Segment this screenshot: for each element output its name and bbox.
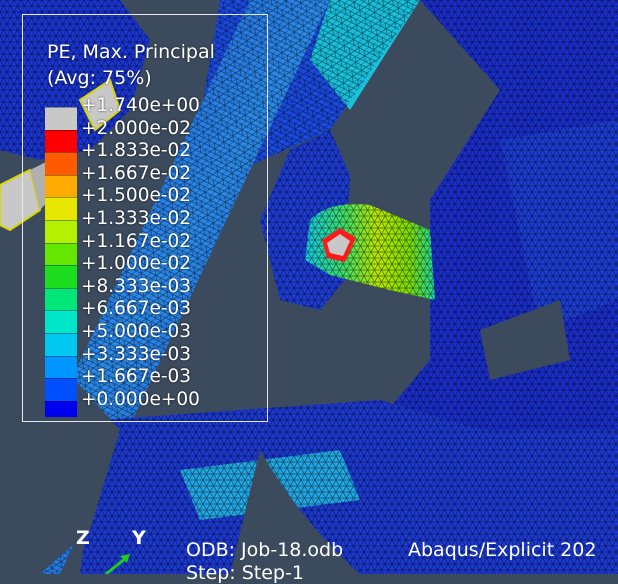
legend-value: +0.000e+00 bbox=[81, 388, 200, 410]
legend-value: +1.667e-03 bbox=[81, 366, 192, 388]
legend-averaging-title: (Avg: 75%) bbox=[47, 67, 152, 89]
legend-value: +1.833e-02 bbox=[81, 140, 192, 162]
legend-swatch bbox=[45, 174, 77, 198]
legend-value: +5.000e-03 bbox=[81, 321, 192, 342]
legend-swatch bbox=[45, 287, 77, 311]
legend-value: +8.333e-03 bbox=[81, 275, 192, 297]
legend-swatch bbox=[45, 378, 77, 402]
legend-swatch bbox=[45, 152, 77, 176]
step-name: Step: Step-1 bbox=[186, 562, 304, 584]
legend-swatch bbox=[45, 400, 77, 417]
solver-version: Abaqus/Explicit 202 bbox=[408, 539, 597, 561]
legend-value: +1.740e+00 bbox=[81, 95, 200, 116]
contour-legend: PE, Max. Principal (Avg: 75%) +1.740e+00… bbox=[22, 14, 268, 422]
legend-swatch bbox=[45, 355, 77, 379]
legend-variable-title: PE, Max. Principal bbox=[47, 41, 215, 63]
triad-z-label: Z bbox=[76, 527, 90, 549]
legend-value: +2.000e-02 bbox=[81, 117, 192, 139]
legend-value: +1.167e-02 bbox=[81, 230, 192, 252]
legend-value: +1.667e-02 bbox=[81, 162, 192, 184]
legend-swatch bbox=[45, 310, 77, 334]
triad-axis-icon bbox=[105, 554, 130, 574]
legend-swatch bbox=[45, 107, 77, 130]
odb-filename: ODB: Job-18.odb bbox=[186, 539, 344, 561]
legend-value: +1.000e-02 bbox=[81, 253, 192, 275]
legend-value: +1.333e-02 bbox=[81, 208, 192, 229]
legend-swatch bbox=[45, 242, 77, 266]
legend-swatch bbox=[45, 333, 77, 356]
legend-value: +3.333e-03 bbox=[81, 343, 192, 365]
legend-value: +1.500e-02 bbox=[81, 185, 192, 207]
legend-swatch bbox=[45, 265, 77, 289]
legend-value: +6.667e-03 bbox=[81, 298, 192, 320]
legend-swatch bbox=[45, 129, 77, 153]
triad-y-label: Y bbox=[132, 527, 146, 549]
legend-swatch bbox=[45, 197, 77, 221]
legend-swatch bbox=[45, 220, 77, 243]
